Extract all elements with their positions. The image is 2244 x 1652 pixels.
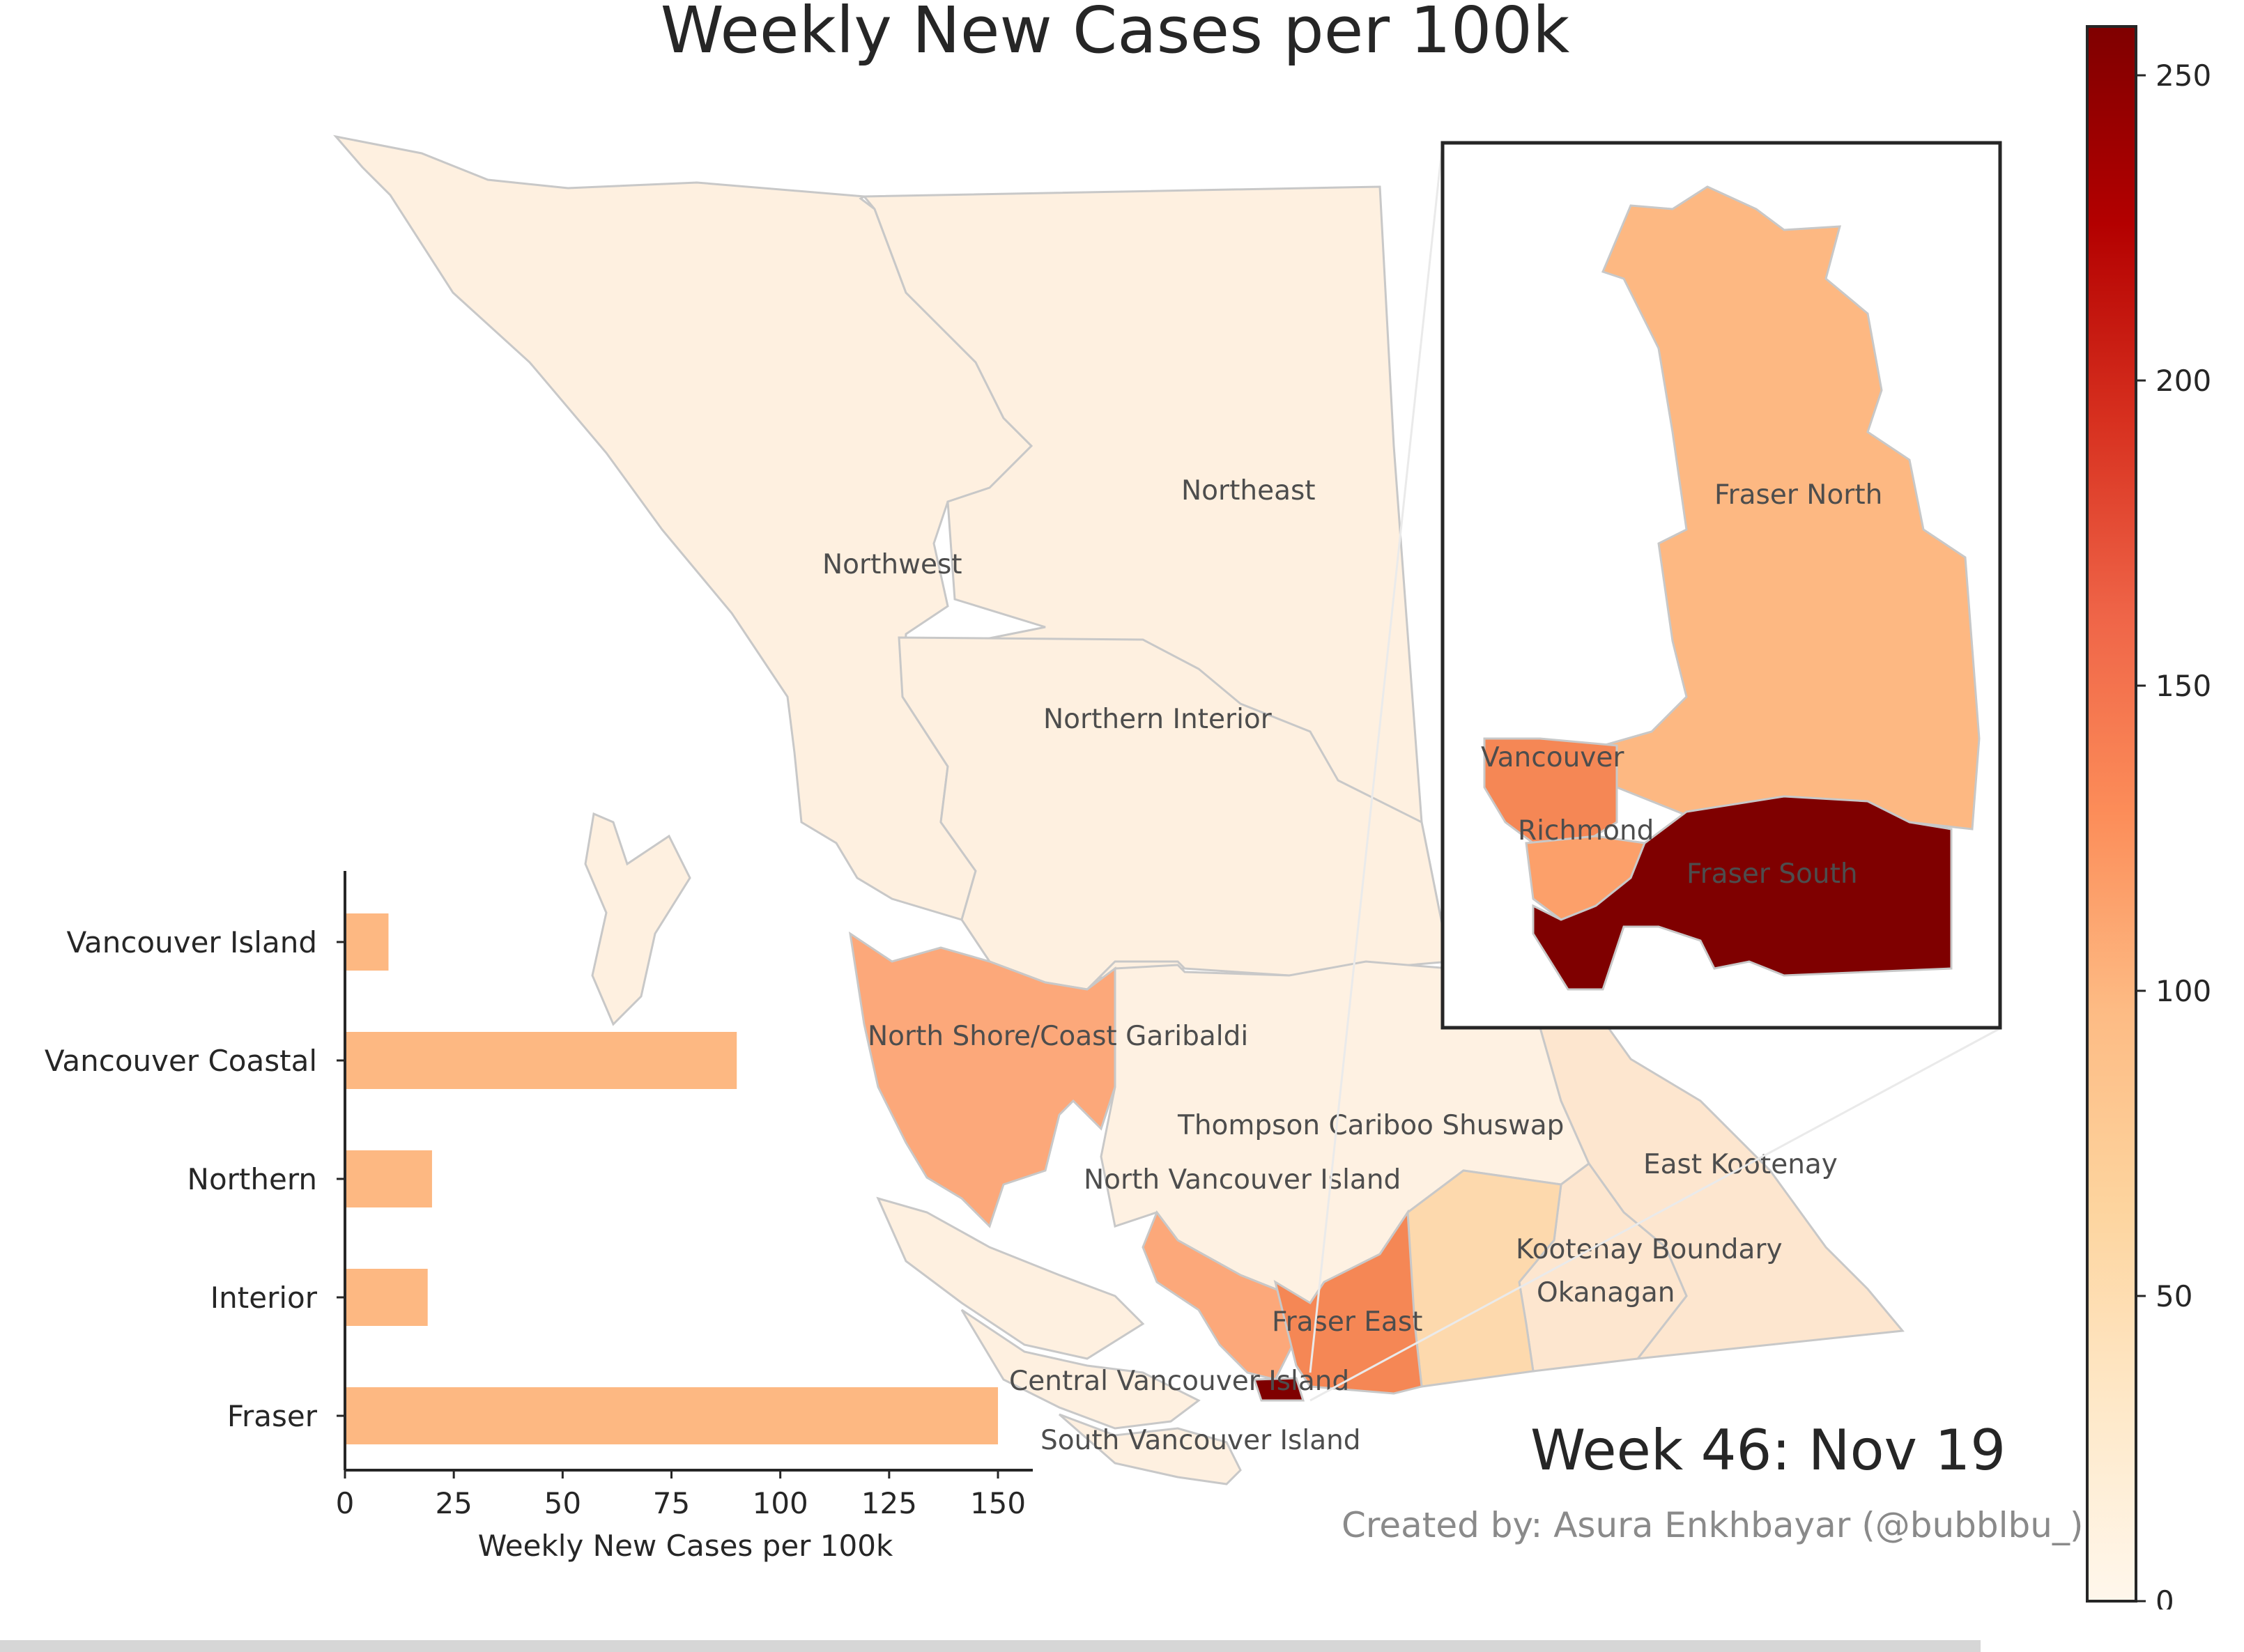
- credit-text: Created by: Asura Enkhbayar (@bubblbu_): [1342, 1505, 2084, 1545]
- week-label: Week 46: Nov 19: [1530, 1418, 2006, 1483]
- colorbar-tick-label: 150: [2155, 669, 2211, 703]
- bar: [346, 1387, 999, 1444]
- label-northeast: Northeast: [1181, 475, 1316, 507]
- label-central-vancouver-island: Central Vancouver Island: [1009, 1366, 1349, 1397]
- label-thompson-cariboo-shuswap: Thompson Cariboo Shuswap: [1177, 1110, 1564, 1141]
- bar-category-label: Vancouver Island: [66, 925, 317, 959]
- bar-category-label: Vancouver Coastal: [45, 1044, 317, 1078]
- bar-chart: Vancouver Island Vancouver Coastal Norther…: [45, 871, 1033, 1563]
- label-okanagan: Okanagan: [1537, 1277, 1675, 1309]
- bar: [346, 1269, 428, 1326]
- bar-x-tick-label: 0: [336, 1486, 355, 1520]
- region-north-vancouver-island: [876, 1196, 1145, 1360]
- inset-connector-top: [1309, 142, 1444, 1373]
- label-north-shore-coast-garibaldi: North Shore/Coast Garibaldi: [868, 1021, 1248, 1052]
- bar-x-tick-label: 50: [544, 1486, 581, 1520]
- bar: [346, 913, 389, 971]
- colorbar-tick-label: 0: [2155, 1584, 2174, 1609]
- bar-category-label: Fraser: [227, 1399, 318, 1433]
- bar-x-tick-label: 25: [435, 1486, 472, 1520]
- inset-connector-bottom: [1309, 1027, 2001, 1402]
- colorbar-tick-label: 200: [2155, 364, 2211, 398]
- bar: [346, 1032, 737, 1089]
- bar-x-tick-label: 100: [753, 1486, 808, 1520]
- region-fraser-central: [1142, 1210, 1312, 1381]
- region-central-vancouver-island: [960, 1309, 1201, 1430]
- bar-x-tick-label: 150: [970, 1486, 1026, 1520]
- bar-x-tick-label: 75: [653, 1486, 690, 1520]
- colorbar-tick-label: 250: [2155, 59, 2211, 93]
- label-fraser-south: Fraser South: [1686, 858, 1858, 890]
- colorbar-tick-label: 100: [2155, 974, 2211, 1008]
- label-fraser-north: Fraser North: [1714, 479, 1882, 511]
- label-fraser-east: Fraser East: [1272, 1306, 1422, 1338]
- colorbar-gradient: [2086, 25, 2137, 1603]
- horizontal-scrollbar[interactable]: [0, 1640, 1981, 1652]
- label-richmond: Richmond: [1518, 815, 1654, 847]
- bar-category-label: Northern: [187, 1162, 317, 1196]
- bar: [346, 1150, 432, 1207]
- label-kootenay-boundary: Kootenay Boundary: [1516, 1234, 1783, 1265]
- label-north-vancouver-island: North Vancouver Island: [1084, 1164, 1401, 1196]
- region-south-vancouver-island: [1059, 1413, 1242, 1485]
- map-title: Weekly New Cases per 100k: [660, 0, 1570, 68]
- bar-x-tick-label: 125: [861, 1486, 917, 1520]
- label-east-kootenay: East Kootenay: [1643, 1149, 1838, 1180]
- region-northern-interior: [898, 636, 1451, 991]
- colorbar: 0 50 100 150 200 250: [2086, 25, 2211, 1609]
- colorbar-tick-label: 50: [2155, 1279, 2192, 1313]
- label-northern-interior: Northern Interior: [1043, 704, 1273, 735]
- label-northwest: Northwest: [822, 549, 962, 580]
- label-south-vancouver-island: South Vancouver Island: [1040, 1425, 1361, 1456]
- bar-x-axis-label: Weekly New Cases per 100k: [478, 1529, 893, 1563]
- region-haida-gwaii: [584, 812, 691, 1026]
- label-vancouver: Vancouver: [1481, 742, 1624, 773]
- region-north-shore-coast-garibaldi: [848, 931, 1116, 1228]
- region-fraser-south-main: [1252, 1377, 1305, 1402]
- inset-fraser-south: [1532, 795, 1953, 991]
- bar-category-label: Interior: [210, 1281, 318, 1315]
